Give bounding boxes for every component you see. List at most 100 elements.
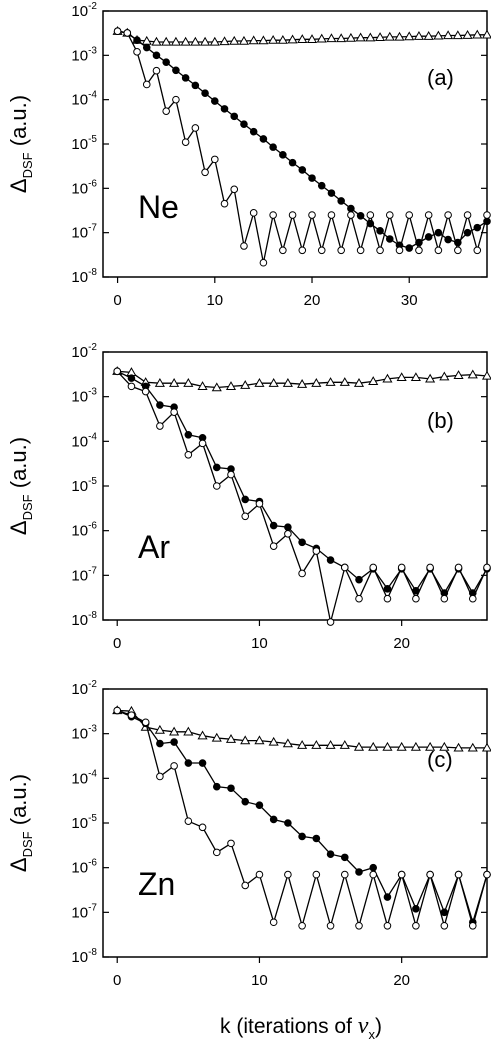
data-point	[412, 921, 420, 930]
data-point	[255, 801, 264, 810]
y-tick-label: 10-3	[71, 724, 97, 743]
data-point	[282, 378, 293, 387]
data-point	[473, 246, 482, 255]
data-point	[396, 372, 407, 382]
data-point	[415, 246, 423, 255]
data-point	[326, 556, 335, 564]
data-point	[212, 463, 221, 472]
data-point	[326, 33, 337, 43]
data-point	[255, 870, 264, 879]
data-point	[339, 377, 350, 386]
y-tick-label: 10-2	[71, 679, 97, 698]
y-tick-label: 10-4	[71, 90, 97, 109]
panel-1: 10-8 10-7 10-6 10-5 10-4 10-3 10-2 0 10 20 30 ΔDSF …	[6, 1, 491, 309]
data-point	[249, 127, 258, 136]
data-point	[405, 211, 414, 219]
data-point	[284, 523, 292, 531]
data-point	[440, 594, 449, 603]
data-point	[483, 563, 491, 572]
data-point	[197, 730, 208, 740]
data-point	[382, 741, 393, 751]
data-point	[397, 870, 406, 879]
data-point	[439, 741, 450, 751]
data-point	[376, 246, 384, 255]
y-tick-label: 10-6	[71, 858, 97, 877]
data-point	[468, 594, 477, 603]
data-point	[181, 74, 190, 82]
data-point	[240, 735, 251, 745]
data-point	[170, 738, 178, 746]
data-point	[473, 223, 482, 232]
data-point	[162, 58, 170, 67]
data-point	[180, 36, 191, 46]
data-point	[412, 904, 420, 913]
data-point	[326, 618, 335, 626]
y-tick-label: 10-2	[71, 342, 97, 361]
x-tick-label: 20	[393, 635, 410, 652]
data-point	[284, 819, 292, 827]
series-triangle-open	[112, 705, 491, 752]
data-point	[481, 370, 491, 380]
data-point	[284, 870, 292, 879]
data-point	[311, 740, 322, 749]
y-tick-label: 10-7	[71, 565, 97, 584]
data-point	[317, 181, 326, 190]
data-point	[169, 726, 180, 736]
data-point	[142, 43, 151, 52]
series-circle-filled	[113, 367, 491, 597]
data-point	[312, 870, 321, 879]
data-point	[152, 66, 161, 75]
panel-label: (c)	[427, 747, 453, 772]
data-point	[183, 726, 194, 736]
data-point	[353, 741, 365, 751]
data-point	[383, 921, 392, 930]
data-point	[211, 732, 222, 742]
data-point	[385, 211, 394, 219]
data-point	[369, 870, 378, 879]
data-point	[183, 378, 194, 387]
data-point	[227, 839, 235, 848]
data-point	[483, 211, 491, 219]
data-point	[481, 29, 491, 39]
data-point	[113, 27, 122, 36]
data-point	[453, 370, 464, 380]
x-tick-label: 20	[304, 292, 321, 309]
data-point	[355, 594, 363, 603]
data-point	[452, 30, 463, 40]
data-point	[212, 782, 221, 791]
data-point	[327, 211, 336, 219]
data-point	[127, 711, 136, 719]
data-point	[369, 563, 378, 572]
element-label: Ne	[138, 189, 179, 225]
panel-3: 10-8 10-7 10-6 10-5 10-4 10-3 10-2 0 10 20 ΔDSF (a…	[6, 679, 491, 989]
data-point	[123, 29, 132, 37]
data-point	[220, 105, 229, 113]
data-point	[152, 51, 161, 60]
data-point	[312, 834, 321, 843]
data-point	[347, 204, 355, 213]
x-tick-label: 10	[251, 972, 268, 989]
data-point	[454, 870, 463, 879]
y-tick-label: 10-3	[71, 45, 97, 64]
data-point	[248, 35, 259, 45]
data-point	[269, 918, 278, 927]
data-point	[463, 211, 472, 219]
data-point	[219, 36, 230, 46]
data-point	[454, 246, 462, 255]
data-point	[472, 29, 483, 39]
data-point	[229, 35, 240, 45]
data-point	[423, 31, 434, 40]
y-tick-label: 10-8	[71, 267, 97, 286]
data-point	[161, 36, 172, 46]
y-tick-label: 10-8	[71, 610, 97, 629]
data-point	[405, 244, 414, 252]
data-point	[325, 740, 336, 749]
data-point	[316, 33, 327, 43]
data-point	[210, 155, 219, 164]
data-point	[308, 211, 316, 219]
data-point	[454, 563, 463, 572]
x-tick-label: 0	[113, 635, 121, 652]
data-point	[198, 439, 207, 448]
data-point	[170, 762, 178, 770]
data-point	[133, 36, 141, 44]
